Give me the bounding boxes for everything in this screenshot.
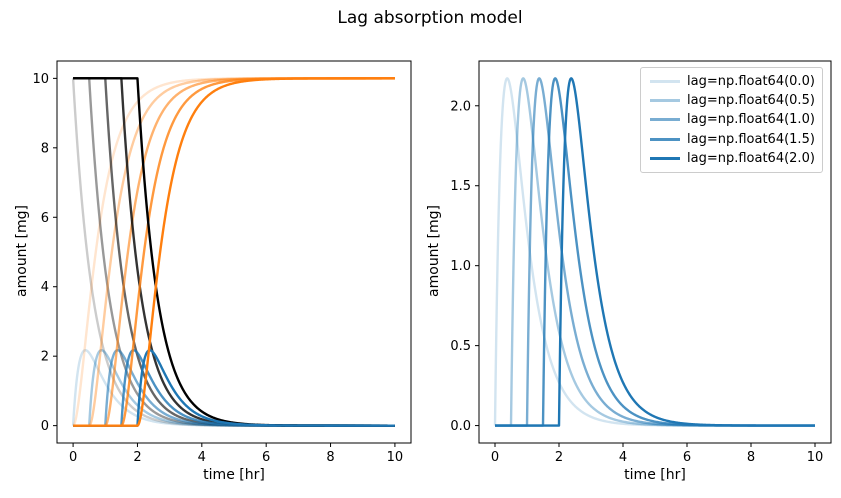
x-tick-label: 4 (619, 450, 627, 465)
y-tick-label: 4 (41, 280, 49, 295)
legend-box: lag=np.float64(0.0) lag=np.float64(0.5) la… (640, 67, 823, 173)
right-x-ticks: 0 2 4 6 8 10 (491, 443, 823, 465)
x-tick-label: 2 (555, 450, 563, 465)
left-curves (71, 77, 396, 427)
legend-line-sample (650, 137, 680, 141)
curve-absorbed-lag-2 (72, 77, 396, 427)
legend-line-sample (650, 80, 680, 84)
y-tick-label: 0 (41, 419, 49, 434)
legend-label: lag=np.float64(1.5) (687, 131, 815, 147)
left-x-ticks: 0 2 4 6 8 10 (69, 443, 403, 465)
x-tick-label: 10 (387, 450, 404, 465)
x-tick-label: 0 (491, 450, 499, 465)
x-tick-label: 4 (198, 450, 206, 465)
y-tick-label: 0.0 (450, 419, 471, 434)
legend-line-sample (650, 156, 680, 160)
y-tick-label: 2 (41, 350, 49, 365)
right-axes-spines (478, 60, 832, 444)
right-y-ticks: 0.0 0.5 1.0 1.5 2.0 (450, 99, 479, 434)
x-tick-label: 6 (262, 450, 270, 465)
legend-label: lag=np.float64(0.5) (687, 93, 815, 109)
y-tick-label: 8 (41, 141, 49, 156)
left-y-axis-label: amount [mg] (14, 205, 30, 297)
legend-entry: lag=np.float64(1.5) (650, 132, 816, 147)
right-curves (493, 77, 816, 427)
left-subplot: 0 2 4 6 8 10 0 2 4 6 8 10 (32, 60, 412, 465)
right-subplot: 0 2 4 6 8 10 0.0 0.5 1.0 1.5 2.0 (450, 60, 832, 465)
y-tick-label: 1.5 (450, 179, 471, 194)
curve-central-lag-2 (494, 77, 816, 427)
legend-label: lag=np.float64(1.0) (687, 112, 815, 128)
curve-absorbed-lag-0 (72, 77, 396, 427)
figure-title: Lag absorption model (337, 8, 523, 28)
legend-entry: lag=np.float64(0.5) (650, 93, 816, 108)
left-y-ticks: 0 2 4 6 8 10 (32, 72, 57, 434)
y-tick-label: 0.5 (450, 339, 471, 354)
y-tick-label: 6 (41, 211, 49, 226)
right-x-axis-label: time [hr] (624, 467, 686, 483)
x-tick-label: 10 (807, 450, 824, 465)
curve-central-lag-1.5 (72, 349, 396, 427)
right-y-axis-label: amount [mg] (426, 205, 442, 297)
x-tick-label: 6 (683, 450, 691, 465)
x-tick-label: 8 (747, 450, 755, 465)
left-axes-spines (56, 60, 412, 444)
legend-entry: lag=np.float64(0.0) (650, 74, 816, 89)
y-tick-label: 10 (32, 72, 49, 87)
legend-line-sample (650, 99, 680, 103)
x-tick-label: 8 (326, 450, 334, 465)
legend-entry: lag=np.float64(2.0) (650, 151, 816, 166)
x-tick-label: 2 (133, 450, 141, 465)
x-tick-label: 0 (69, 450, 77, 465)
legend-line-sample (650, 118, 680, 122)
legend-label: lag=np.float64(2.0) (687, 150, 815, 166)
y-tick-label: 2.0 (450, 99, 471, 114)
legend-label: lag=np.float64(0.0) (687, 74, 815, 90)
y-tick-label: 1.0 (450, 259, 471, 274)
left-x-axis-label: time [hr] (203, 467, 265, 483)
legend-entry: lag=np.float64(1.0) (650, 112, 816, 127)
